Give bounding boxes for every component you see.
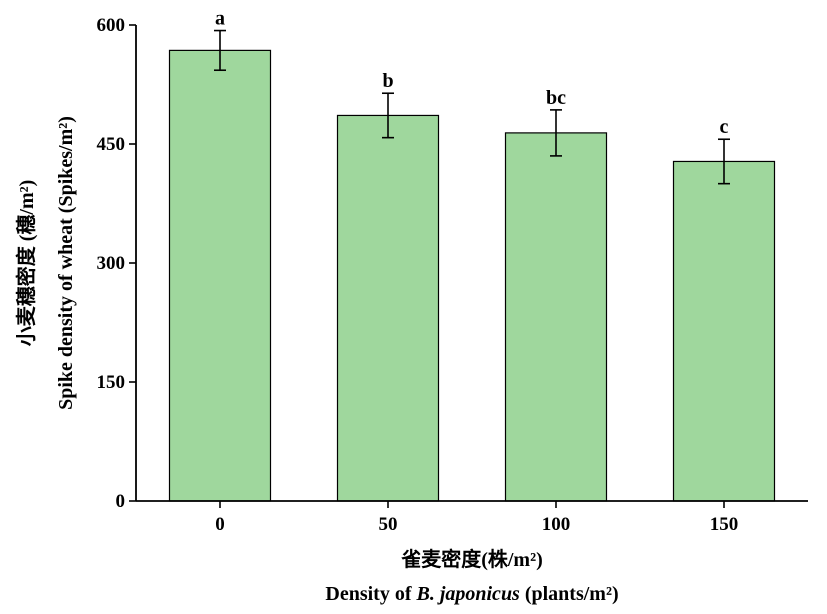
y-axis-title-en: Spike density of wheat (Spikes/m²)	[55, 116, 77, 410]
y-tick-label: 600	[97, 15, 126, 36]
bar	[168, 49, 272, 502]
x-tick-label: 0	[215, 514, 225, 535]
y-axis-title-cn: 小麦穗密度 (穗/m²)	[14, 180, 38, 347]
y-tick-label: 300	[97, 253, 126, 274]
significance-letter: c	[720, 116, 729, 138]
x-axis-title-cn: 雀麦密度(株/m²)	[400, 547, 543, 571]
x-axis-title-en: Density of B. japonicus (plants/m²)	[325, 583, 618, 605]
bar	[672, 160, 776, 502]
x-tick-label: 50	[379, 514, 398, 535]
plot-area: a 0 b 50 bc 100 c 150 0 150 300 450 600	[97, 8, 808, 535]
x-axis-title-en-species: B. japonicus	[415, 583, 520, 605]
significance-letter: a	[215, 8, 225, 30]
bar	[336, 114, 440, 502]
x-tick-label: 150	[710, 514, 739, 535]
significance-letter: b	[382, 70, 393, 92]
x-axis-title-en-prefix: Density of	[325, 583, 416, 605]
y-tick-label: 150	[97, 372, 126, 393]
significance-letter: bc	[546, 87, 566, 109]
x-axis-title-en-suffix: (plants/m²)	[520, 583, 619, 605]
y-tick-label: 450	[97, 134, 126, 155]
bar	[504, 132, 608, 502]
x-tick-label: 100	[542, 514, 571, 535]
y-tick-label: 0	[116, 491, 126, 512]
